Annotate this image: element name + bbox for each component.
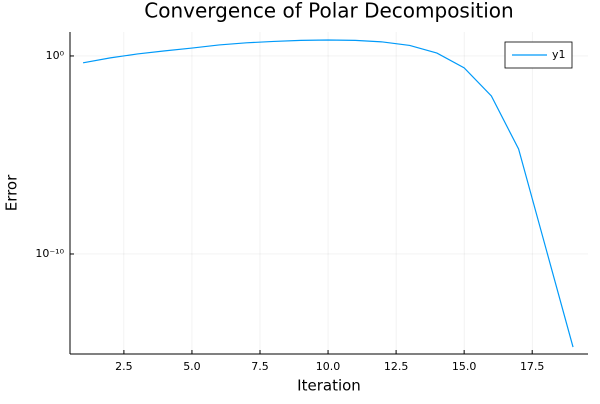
x-axis-label: Iteration bbox=[297, 377, 361, 395]
y-tick-label: 10⁻¹⁰ bbox=[35, 247, 64, 260]
chart-title: Convergence of Polar Decomposition bbox=[144, 0, 513, 23]
y-axis-label: Error bbox=[3, 174, 21, 211]
x-tick-label: 10.0 bbox=[316, 360, 341, 373]
x-tick-label: 15.0 bbox=[452, 360, 477, 373]
legend-label: y1 bbox=[552, 48, 566, 61]
line bbox=[82, 39, 574, 348]
x-tick-label: 12.5 bbox=[384, 360, 409, 373]
x-tick-label: 17.5 bbox=[520, 360, 545, 373]
x-tick-label: 7.5 bbox=[251, 360, 269, 373]
x-tick-label: 5.0 bbox=[183, 360, 201, 373]
y-tick-label: 10⁰ bbox=[46, 49, 65, 62]
x-tick-label: 2.5 bbox=[115, 360, 133, 373]
